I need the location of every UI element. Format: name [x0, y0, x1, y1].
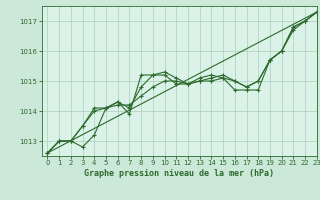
X-axis label: Graphe pression niveau de la mer (hPa): Graphe pression niveau de la mer (hPa): [84, 169, 274, 178]
